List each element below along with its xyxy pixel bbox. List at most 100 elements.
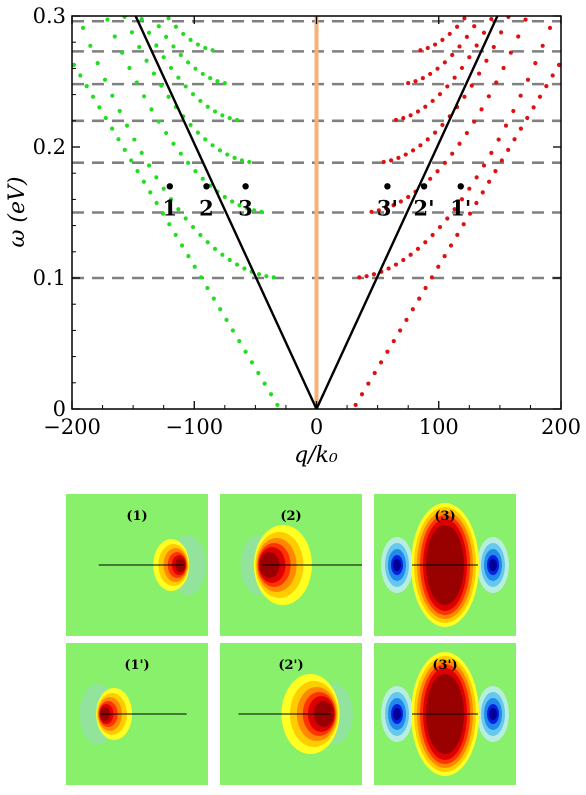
dot bbox=[428, 176, 433, 181]
dot bbox=[391, 339, 396, 344]
field-panel-5: (2') bbox=[220, 643, 362, 785]
dot bbox=[220, 113, 225, 118]
point-2 bbox=[242, 183, 249, 190]
dot bbox=[224, 317, 229, 322]
dot bbox=[84, 84, 89, 89]
dot bbox=[386, 266, 391, 271]
dot bbox=[65, 52, 69, 56]
field-panel-4: (1') bbox=[66, 643, 208, 785]
dot bbox=[430, 232, 435, 238]
light-cone bbox=[134, 16, 499, 409]
dot bbox=[227, 257, 232, 263]
dot bbox=[525, 77, 531, 82]
dot bbox=[391, 203, 396, 208]
dot bbox=[171, 141, 176, 146]
dot bbox=[97, 105, 102, 110]
dot bbox=[179, 243, 185, 248]
panel-label: (2) bbox=[280, 509, 301, 524]
x-tick-label-3: 100 bbox=[419, 415, 459, 439]
dot bbox=[537, 94, 543, 99]
dot bbox=[116, 137, 121, 142]
dot bbox=[188, 37, 193, 42]
dot bbox=[408, 252, 413, 257]
dot bbox=[406, 81, 411, 86]
dot bbox=[188, 122, 193, 128]
dot bbox=[161, 55, 166, 60]
x-axis-label: q/k₀ bbox=[294, 443, 338, 468]
dot bbox=[357, 275, 362, 280]
dot bbox=[450, 151, 455, 156]
dot bbox=[437, 92, 443, 97]
dot bbox=[218, 307, 223, 312]
dot bbox=[146, 30, 152, 35]
dot bbox=[139, 16, 144, 22]
dot bbox=[146, 163, 152, 168]
dot bbox=[244, 206, 249, 211]
dot bbox=[544, 84, 549, 89]
dot bbox=[455, 232, 460, 237]
dot bbox=[469, 83, 474, 88]
dot bbox=[200, 176, 205, 181]
dot bbox=[429, 275, 435, 280]
point-4 bbox=[420, 183, 428, 190]
dot bbox=[220, 252, 225, 257]
dot bbox=[176, 75, 181, 80]
dot bbox=[398, 199, 403, 204]
dot bbox=[432, 42, 438, 47]
panel-label: (1) bbox=[126, 509, 147, 524]
dot bbox=[498, 30, 504, 35]
dot bbox=[237, 203, 242, 208]
dot bbox=[132, 2, 136, 6]
dot bbox=[217, 148, 223, 153]
dot bbox=[470, 7, 474, 11]
dot bbox=[462, 16, 467, 21]
dot bbox=[210, 48, 215, 53]
dot bbox=[396, 155, 401, 160]
dot bbox=[164, 34, 169, 39]
dot bbox=[173, 24, 179, 29]
dot bbox=[371, 272, 377, 277]
dot bbox=[268, 392, 274, 397]
dot bbox=[415, 246, 421, 251]
field-lobe bbox=[393, 559, 401, 571]
field-map: (1') bbox=[66, 643, 208, 785]
dot bbox=[105, 17, 110, 22]
field-map: (3) bbox=[374, 494, 516, 636]
dot bbox=[164, 130, 169, 136]
dot bbox=[186, 60, 191, 65]
dot bbox=[222, 81, 227, 86]
branch-left-0 bbox=[65, 52, 280, 408]
dot bbox=[167, 222, 172, 227]
dot bbox=[366, 381, 371, 386]
dot bbox=[435, 66, 440, 71]
dot bbox=[445, 216, 450, 221]
dot bbox=[192, 264, 197, 269]
dot bbox=[518, 126, 524, 131]
y-tick-label-3: 0.3 bbox=[33, 4, 66, 28]
dot bbox=[501, 65, 506, 71]
dot bbox=[452, 75, 457, 80]
dot bbox=[203, 137, 208, 142]
field-panel-1: (1) bbox=[66, 494, 208, 636]
branch-left-1 bbox=[80, 25, 276, 280]
point-label-5: 1' bbox=[450, 195, 471, 220]
dot bbox=[212, 246, 218, 251]
dot bbox=[129, 30, 135, 35]
dot bbox=[178, 151, 183, 156]
dispersion-chart: 1 2 3 3' 2' 1' −200 −100 0 100 200 0 0.1 0.2 0.3 q/k… bbox=[5, 2, 581, 468]
dot bbox=[208, 75, 213, 81]
dot bbox=[401, 116, 406, 121]
dot bbox=[215, 79, 220, 84]
dot bbox=[234, 262, 240, 267]
dot bbox=[417, 296, 422, 301]
dot bbox=[242, 266, 247, 271]
dot bbox=[247, 159, 252, 165]
dot bbox=[474, 200, 479, 206]
dot bbox=[135, 169, 140, 174]
dot bbox=[563, 52, 567, 56]
dot bbox=[410, 307, 415, 312]
dot bbox=[249, 360, 255, 365]
point-1 bbox=[203, 183, 210, 190]
light-cone-left bbox=[134, 16, 318, 409]
field-panel-2: (2) bbox=[220, 494, 362, 636]
